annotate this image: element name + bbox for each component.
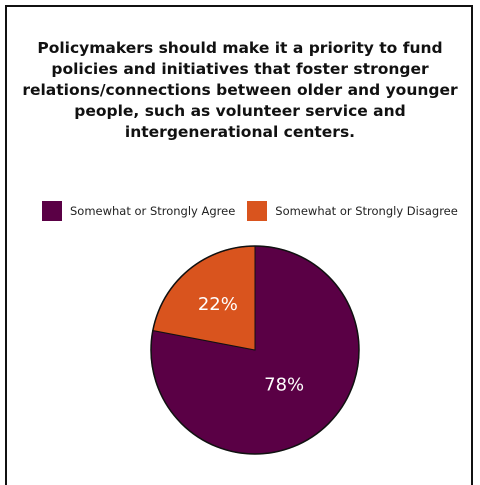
legend-swatch-disagree — [247, 201, 268, 221]
pie-outline — [150, 245, 360, 455]
legend-item-disagree: Somewhat or Strongly Disagree — [247, 201, 458, 221]
chart-title-line: people, such as volunteer service and — [74, 102, 406, 120]
chart-title-line: Policymakers should make it a priority t… — [37, 39, 443, 57]
chart-title: Policymakers should make it a priority t… — [20, 38, 460, 143]
legend-swatch-agree — [42, 201, 62, 221]
chart-title-line: relations/connections between older and … — [22, 81, 458, 99]
legend-label-agree: Somewhat or Strongly Agree — [70, 204, 236, 218]
legend-label-disagree: Somewhat or Strongly Disagree — [275, 204, 458, 218]
pie-label-disagree: 22% — [198, 294, 238, 315]
chart-title-line: intergenerational centers. — [124, 123, 356, 141]
pie-label-agree: 78% — [264, 374, 304, 395]
chart-legend: Somewhat or Strongly Agree Somewhat or S… — [42, 201, 470, 221]
legend-item-agree: Somewhat or Strongly Agree — [42, 201, 235, 221]
chart-frame — [5, 5, 473, 485]
chart-title-line: policies and initiatives that foster str… — [51, 60, 429, 78]
